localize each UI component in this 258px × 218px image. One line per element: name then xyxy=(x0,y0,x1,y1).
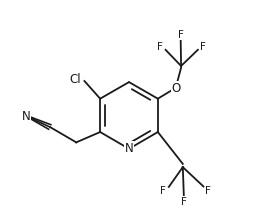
Text: F: F xyxy=(181,197,187,206)
Text: O: O xyxy=(172,82,181,95)
Text: N: N xyxy=(22,110,30,123)
Text: Cl: Cl xyxy=(69,73,80,86)
Text: F: F xyxy=(160,186,166,196)
Text: N: N xyxy=(125,142,133,155)
Text: F: F xyxy=(178,30,184,40)
Text: F: F xyxy=(200,42,206,52)
Text: F: F xyxy=(157,42,163,52)
Text: F: F xyxy=(205,186,211,196)
